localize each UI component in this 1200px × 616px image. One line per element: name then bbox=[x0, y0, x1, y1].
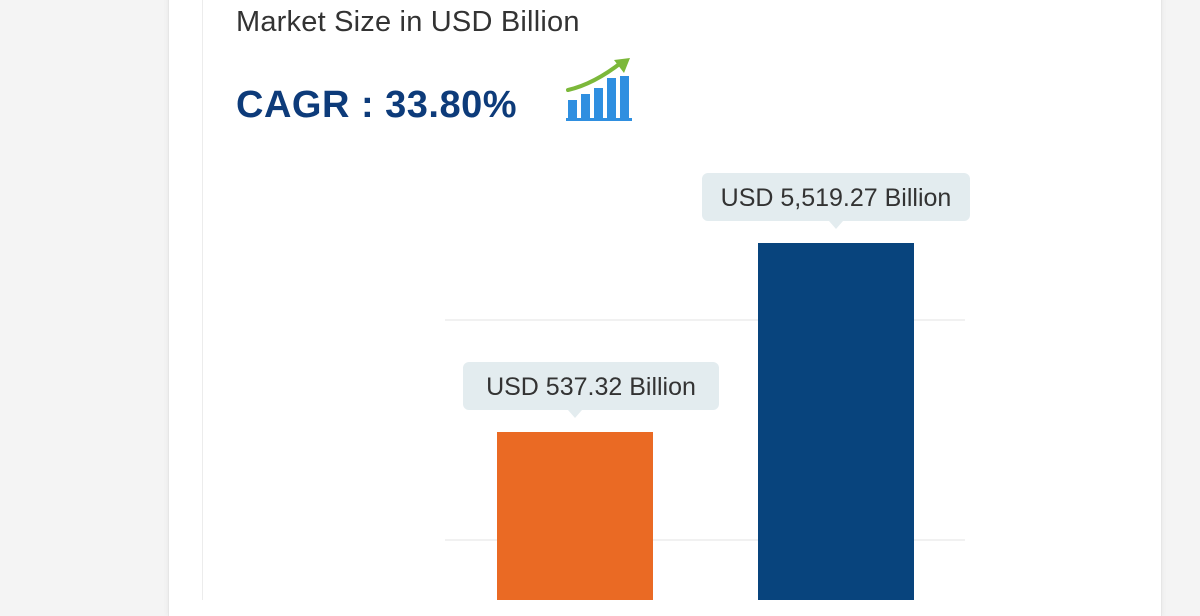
svg-text:USD 537.32 Billion: USD 537.32 Billion bbox=[486, 373, 696, 401]
bar-chart: USD 537.32 Billion USD 5,519.27 Billion bbox=[445, 173, 970, 600]
card-divider bbox=[202, 0, 203, 600]
data-label-1: USD 537.32 Billion bbox=[463, 362, 719, 418]
data-label-2: USD 5,519.27 Billion bbox=[702, 173, 970, 229]
svg-text:USD 5,519.27 Billion: USD 5,519.27 Billion bbox=[721, 184, 952, 212]
bar-2 bbox=[758, 243, 914, 600]
chart-subtitle: Market Size in USD Billion bbox=[236, 6, 580, 38]
bar-1 bbox=[497, 432, 653, 600]
bar-growth-arrow-icon bbox=[566, 58, 632, 121]
cagr-value: CAGR : 33.80% bbox=[236, 84, 518, 126]
chart-card bbox=[168, 0, 1162, 616]
